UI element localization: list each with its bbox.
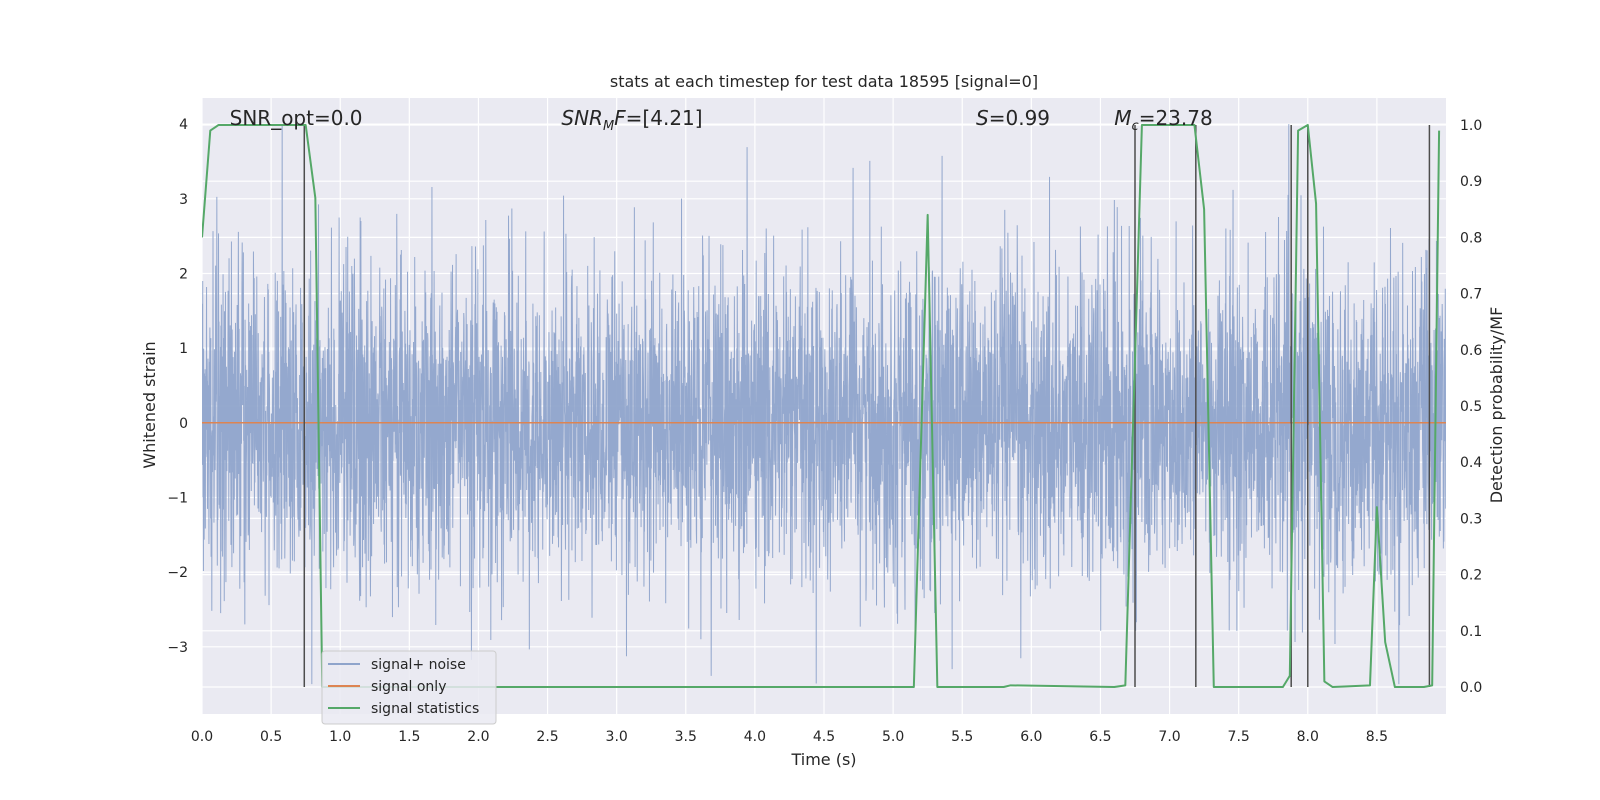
- statistics-line: [202, 123, 1441, 689]
- y-tick-label: −1: [167, 490, 188, 506]
- y2-axis-ticks: 0.0 0.1 0.2 0.3 0.4 0.5 0.6 0.7 0.8 0.9 1.0: [1460, 118, 1482, 696]
- x-tick-label: 2.0: [467, 729, 489, 745]
- x-tick-label: 8.0: [1297, 729, 1319, 745]
- y-axis-ticks: −3 −2 −1 0 1 2 3 4: [167, 117, 188, 656]
- x-tick-label: 4.0: [744, 729, 766, 745]
- legend-box: [321, 650, 497, 725]
- y-tick-label: 1: [179, 341, 188, 357]
- annotation-snr-mf: SNRMF=[4.21]: [561, 106, 702, 134]
- y2-tick-label: 0.5: [1460, 399, 1482, 415]
- x-axis-label: Time (s): [790, 750, 856, 769]
- y2-tick-label: 0.1: [1460, 624, 1482, 640]
- y2-axis-label: Detection probability/MF: [1487, 307, 1506, 504]
- x-tick-label: 5.5: [951, 729, 973, 745]
- x-tick-label: 6.0: [1020, 729, 1042, 745]
- y2-tick-label: 0.3: [1460, 511, 1482, 527]
- annotations: SNR_opt=0.0 SNRMF=[4.21] S=0.99 Mc=23.78: [230, 106, 1213, 134]
- x-tick-label: 6.5: [1089, 729, 1111, 745]
- y-tick-label: 0: [179, 416, 188, 432]
- annotation-mc-value: Mc=23.78: [1114, 106, 1212, 134]
- y2-tick-label: 0.8: [1460, 230, 1482, 246]
- y2-tick-label: 0.2: [1460, 568, 1482, 584]
- x-tick-label: 5.0: [882, 729, 904, 745]
- x-tick-label: 1.5: [398, 729, 420, 745]
- y-tick-label: 4: [179, 117, 188, 133]
- series-signal-statistics: [202, 123, 1441, 689]
- annotation-s-value: S=0.99: [976, 106, 1050, 130]
- legend-label-signal-statistics: signal statistics: [371, 701, 479, 717]
- x-axis-ticks: 0.0 0.5 1.0 1.5 2.0 2.5 3.0 3.5 4.0 4.5 5.0 5.5 6.0 6…: [191, 729, 1388, 745]
- y-tick-label: −2: [167, 565, 188, 581]
- y2-tick-label: 1.0: [1460, 118, 1482, 134]
- x-tick-label: 1.0: [329, 729, 351, 745]
- noise-line: [202, 124, 1446, 685]
- y-tick-label: −3: [167, 640, 188, 656]
- series-signal-noise: [202, 124, 1446, 685]
- y2-tick-label: 0.0: [1460, 680, 1482, 696]
- annotation-snr-opt: SNR_opt=0.0: [230, 106, 363, 130]
- x-tick-label: 7.5: [1228, 729, 1250, 745]
- x-tick-label: 8.5: [1366, 729, 1388, 745]
- legend-label-signal-noise: signal+ noise: [371, 657, 466, 673]
- y2-tick-label: 0.7: [1460, 287, 1482, 303]
- y-tick-label: 2: [179, 266, 188, 282]
- chart-title: stats at each timestep for test data 185…: [610, 72, 1038, 91]
- x-tick-label: 3.0: [606, 729, 628, 745]
- x-tick-label: 0.0: [191, 729, 213, 745]
- y-tick-label: 3: [179, 192, 188, 208]
- x-tick-label: 3.5: [675, 729, 697, 745]
- y2-tick-label: 0.4: [1460, 455, 1482, 471]
- legend-label-signal-only: signal only: [371, 679, 446, 695]
- x-tick-label: 7.0: [1158, 729, 1180, 745]
- legend: signal+ noise signal only signal statist…: [321, 650, 497, 725]
- y2-tick-label: 0.9: [1460, 174, 1482, 190]
- x-tick-label: 2.5: [536, 729, 558, 745]
- x-tick-label: 4.5: [813, 729, 835, 745]
- y2-tick-label: 0.6: [1460, 343, 1482, 359]
- x-tick-label: 0.5: [260, 729, 282, 745]
- y-axis-label: Whitened strain: [140, 341, 159, 468]
